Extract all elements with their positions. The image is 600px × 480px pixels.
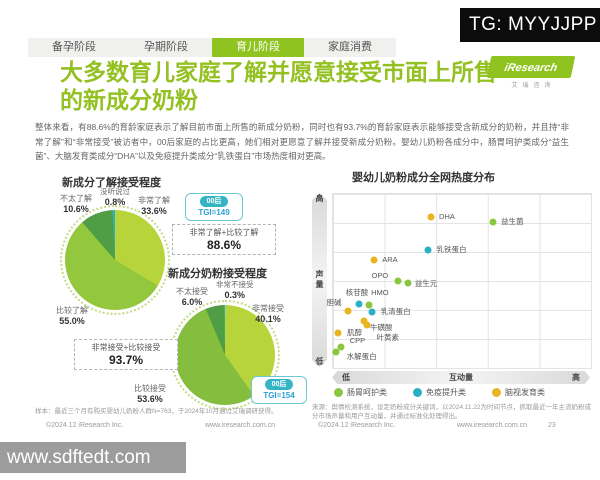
stage-tab-bar: 备孕阶段 孕期阶段 育儿阶段 家庭消费 (28, 38, 396, 57)
legend-dot (413, 388, 422, 397)
tab-parenting[interactable]: 育儿阶段 (212, 38, 304, 57)
sample-note: 样本：最近三个月有购买婴幼儿奶粉人群N=763，于2024年10月通过艾瑞调研获… (35, 408, 278, 415)
scatter-point (368, 308, 376, 316)
scatter-point-label: ARA (382, 255, 398, 265)
site-watermark-text: www.sdftedt.com (7, 447, 151, 468)
footer-site-link: www.iresearch.com.cn (205, 422, 276, 429)
scatter-title: 婴幼儿奶粉成分全网热度分布 (352, 172, 495, 184)
scatter-point (355, 300, 363, 308)
scatter-point-label: 乳铁蛋白 (436, 244, 467, 254)
scatter-y-axis: 高 声量 低 (312, 193, 327, 367)
pie1-chart (65, 210, 165, 310)
scatter-point-label: 益生菌 (500, 216, 524, 226)
scatter-point (370, 256, 378, 264)
tg-watermark: TG: MYYJJPP (460, 8, 600, 42)
scatter-x-axis: 低 互动量 高 (332, 371, 590, 384)
scatter-point-label: 牛磺酸 (369, 323, 393, 333)
scatter-point-label: 叶黄素 (376, 332, 400, 342)
scatter-point (344, 307, 352, 315)
x-axis-low-label: 低 (342, 373, 350, 382)
pie2-title: 新成分奶粉接受程度 (168, 268, 267, 280)
pie-slice-label: 非常了解 33.6% (138, 196, 170, 216)
scatter-point-label: CPP (349, 336, 366, 346)
pie-slice-label: 不太接受 6.0% (176, 287, 208, 307)
y-axis-title: 声量 (315, 270, 324, 290)
scatter-point (365, 301, 373, 309)
scatter-point (337, 343, 345, 351)
pie1 (60, 205, 170, 315)
legend-label: 免疫提升类 (426, 388, 466, 397)
scatter-point (332, 348, 340, 356)
y-axis-low-label: 低 (315, 357, 324, 366)
tg-watermark-text: TG: MYYJJPP (469, 14, 597, 35)
legend-label: 脑视发育类 (505, 388, 545, 397)
scatter-point (424, 246, 432, 254)
x-axis-high-label: 高 (572, 373, 580, 382)
page-number: 23 (548, 422, 556, 429)
scatter-point (394, 277, 401, 285)
legend-dot (334, 388, 343, 397)
tab-pre-pregnancy[interactable]: 备孕阶段 (52, 41, 96, 53)
scatter-point (427, 213, 435, 221)
scatter-point (334, 329, 342, 337)
pie-slice-label: 非常接受 40.1% (252, 304, 284, 324)
pie2-summary-box: 非常接受+比较接受 93.7% (74, 339, 178, 370)
scatter-point-label: HMO (371, 288, 389, 298)
scatter-point-label: 肌醇 (347, 328, 363, 338)
scatter-point (363, 321, 371, 328)
tab-pregnancy[interactable]: 孕期阶段 (144, 41, 188, 53)
scatter-point-label: 益生元 (414, 278, 438, 288)
footer-copyright: ©2024.12 iResearch Inc. (318, 422, 396, 429)
scatter-point-label: 核苷酸 (345, 287, 369, 297)
scatter-point (404, 279, 412, 287)
scatter-point-label: 乳清蛋白 (380, 307, 411, 317)
site-watermark: www.sdftedt.com (0, 442, 186, 473)
scatter-point-label: DHA (439, 211, 455, 221)
legend-item: 脑视发育类 (492, 387, 545, 398)
tab-family-consumption[interactable]: 家庭消费 (328, 41, 372, 53)
source-note: 来源：舆情检测系统，设定奶粉成分关键词，以2024.11.22为时间节点，抓取最… (312, 404, 592, 420)
pie-slice-label: 不太了解 10.6% (60, 194, 92, 214)
pie-slice-label: 没听说过 0.8% (100, 187, 130, 207)
intro-paragraph: 整体来看，有88.6%的育龄家庭表示了解目前市面上所售的新成分奶粉，同时也有93… (35, 122, 569, 161)
pie1-tgi-callout: 00后 TGI=149 (185, 193, 243, 221)
scatter-point-label: OPO (371, 271, 389, 280)
x-axis-title: 互动量 (449, 373, 473, 382)
iresearch-logo-text: iResearch (503, 62, 559, 74)
scatter-point (489, 218, 497, 226)
legend-dot (492, 388, 501, 397)
scatter-point-label: 水解蛋白 (346, 352, 377, 362)
footer-site-link: www.iresearch.com.cn (457, 422, 528, 429)
pie-slice-label: 比较了解 55.0% (56, 306, 88, 326)
legend-item: 免疫提升类 (413, 387, 466, 398)
page-title: 大多数育儿家庭了解并愿意接受市面上所售的新成分奶粉 (60, 59, 497, 113)
pie2-tgi-callout: 00后 TGI=154 (251, 376, 307, 404)
pie-slice-label: 非常不接受 0.3% (216, 280, 254, 300)
legend-label: 肠胃呵护类 (347, 388, 387, 397)
pie1-summary-box: 非常了解+比较了解 88.6% (172, 224, 276, 255)
scatter-plot: DHA 益生菌乳铁蛋白 ARA OPO 益生元核苷酸 HMO 胆碱乳清蛋白牛磺酸 叶黄素 肌醇 C… (326, 193, 592, 369)
legend-item: 肠胃呵护类 (334, 387, 387, 398)
pie-slice-label: 比较接受 53.6% (134, 384, 166, 404)
pie1-title: 新成分了解接受程度 (62, 177, 161, 189)
scatter-legend: 肠胃呵护类 免疫提升类 脑视发育类 (334, 387, 545, 398)
y-axis-high-label: 高 (315, 194, 324, 203)
footer-copyright: ©2024.12 iResearch Inc. (46, 422, 124, 429)
iresearch-logo-subtitle: 艾瑞咨询 (511, 83, 556, 89)
iresearch-logo: iResearch 艾瑞咨询 (486, 56, 576, 89)
scatter-point-label: 胆碱 (326, 297, 342, 307)
